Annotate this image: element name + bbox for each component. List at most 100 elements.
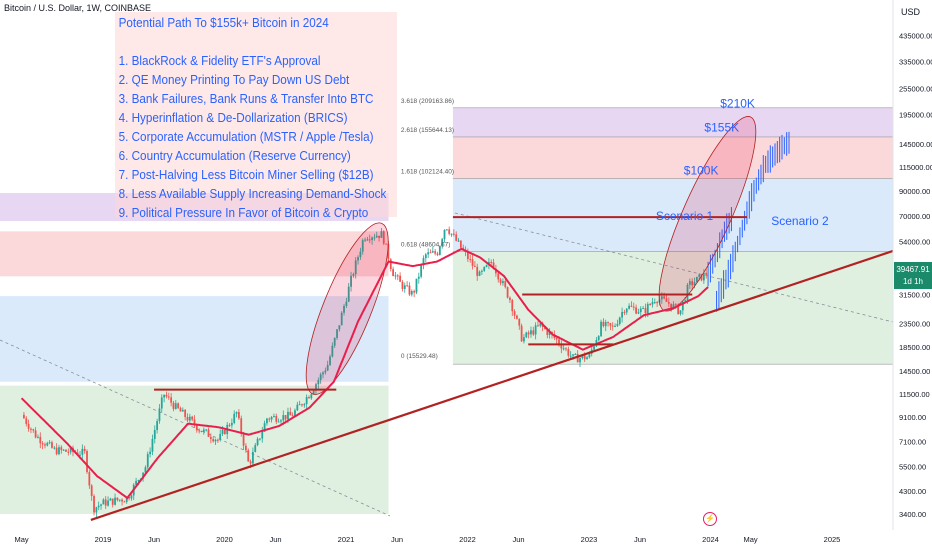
candle-body: [459, 240, 462, 248]
band-blue-left: [0, 296, 389, 382]
candle-body: [436, 253, 439, 255]
candle-body: [427, 252, 430, 255]
candle-body: [420, 265, 423, 277]
x-tick-label: 2023: [581, 535, 598, 544]
currency-label[interactable]: USD: [901, 7, 921, 17]
candle-body: [523, 337, 525, 342]
candle-body: [361, 240, 364, 252]
candle-body: [644, 308, 647, 314]
symbol-title: Bitcoin / U.S. Dollar, 1W, COINBASE: [4, 3, 152, 13]
ellipse-2021-run: [305, 222, 389, 395]
candle-body: [359, 251, 362, 258]
candle-body: [298, 404, 301, 406]
candle-body: [422, 258, 425, 266]
candle-body: [312, 390, 315, 395]
candle-body: [681, 301, 684, 311]
candle-body: [240, 418, 243, 434]
x-tick-label: Jun: [512, 535, 524, 544]
y-tick-label: 70000.00: [899, 212, 930, 221]
highlight-ellipses: [305, 116, 757, 395]
x-tick-label: 2019: [95, 535, 112, 544]
candle-body: [455, 234, 458, 241]
thesis-note[interactable]: Potential Path To $155k+ Bitcoin in 2024…: [115, 12, 397, 220]
candle-body: [142, 472, 144, 479]
candle-body: [677, 304, 680, 314]
candle-body: [65, 449, 67, 452]
candle-body: [329, 356, 331, 365]
candle-body: [121, 499, 123, 502]
candle-body: [513, 311, 516, 316]
candle-body: [27, 423, 30, 429]
candle-body: [546, 328, 549, 335]
candle-body: [637, 312, 640, 314]
candle-body: [216, 439, 219, 441]
band-blue-right: [452, 178, 893, 252]
candle-body: [118, 499, 121, 501]
candle-body: [39, 436, 42, 444]
candle-body: [219, 433, 222, 440]
candle-body: [160, 397, 163, 409]
candle-body: [51, 442, 53, 448]
note-item: 9. Political Pressure In Favor of Bitcoi…: [118, 205, 369, 220]
drawn-lines: [20, 216, 894, 522]
candle-body: [415, 278, 418, 293]
candle-body: [562, 348, 565, 350]
candle-body: [396, 275, 399, 277]
candle-body: [635, 307, 638, 314]
note-item: 6. Country Accumulation (Reserve Currenc…: [118, 148, 351, 163]
y-tick-label: 3400.00: [899, 510, 926, 519]
candle-body: [188, 416, 191, 421]
candle-body: [674, 304, 677, 306]
candle-body: [294, 410, 296, 416]
x-tick-label: 2021: [338, 535, 355, 544]
x-tick-label: Jun: [391, 535, 403, 544]
candle-body: [371, 237, 373, 241]
candle-body: [408, 285, 411, 295]
candle-body: [609, 323, 612, 326]
candle-body: [128, 496, 130, 499]
candle-body: [555, 337, 558, 340]
candle-body: [691, 281, 694, 286]
fib-level-label: 0.618 (48604.67): [401, 242, 451, 249]
candle-body: [343, 305, 345, 313]
candle-body: [310, 394, 313, 399]
candle-body: [223, 429, 226, 435]
candle-body: [83, 448, 86, 452]
band-red-right: [452, 136, 893, 179]
candle-body: [639, 308, 642, 313]
candle-body: [604, 322, 607, 327]
candle-body: [181, 409, 184, 412]
candle-body: [492, 262, 495, 269]
candle-body: [558, 339, 560, 345]
y-tick-label: 18500.00: [899, 343, 930, 352]
candle-body: [315, 384, 317, 391]
candle-body: [191, 416, 194, 420]
candle-body: [275, 415, 278, 422]
candle-body: [660, 296, 663, 300]
candle-body: [378, 235, 380, 238]
candle-body: [520, 325, 523, 342]
x-tick-label: Jun: [269, 535, 281, 544]
x-tick-label: 2025: [824, 535, 841, 544]
candle-body: [364, 239, 366, 241]
candle-body: [170, 397, 173, 403]
candle-body: [95, 507, 98, 513]
candle-body: [607, 322, 609, 324]
candle-body: [202, 429, 205, 432]
candle-body: [560, 344, 563, 349]
candle-body: [417, 276, 420, 279]
candle-body: [97, 505, 100, 508]
fib-level-label: 1.618 (102124.40): [401, 169, 454, 176]
candle-body: [354, 260, 357, 275]
candle-body: [172, 402, 175, 409]
candle-body: [646, 304, 649, 314]
x-tick-label: 2020: [216, 535, 233, 544]
band-green-left: [0, 385, 389, 514]
candle-body: [443, 229, 446, 240]
fib-level-label: 3.618 (209163.86): [401, 98, 454, 105]
candle-body: [291, 415, 294, 417]
candle-body: [79, 454, 81, 456]
tradingview-logo-icon[interactable]: ⚡: [703, 512, 717, 526]
